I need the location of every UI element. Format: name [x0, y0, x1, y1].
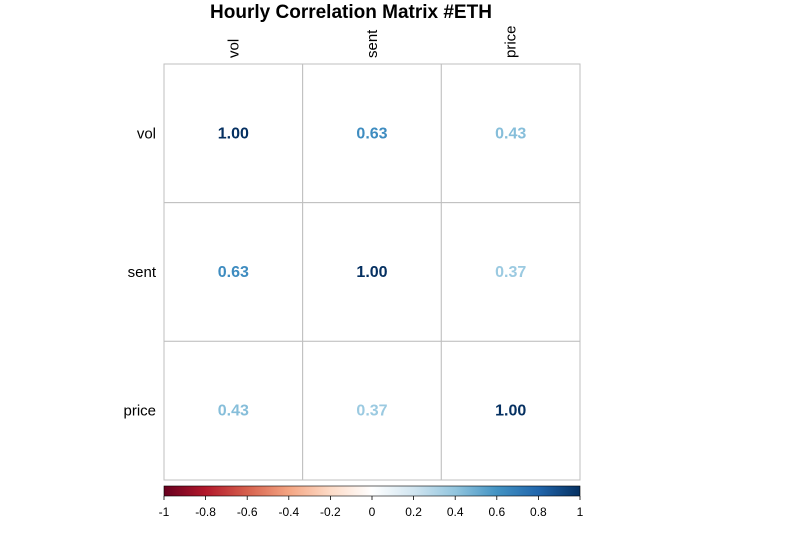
column-label: price [503, 25, 520, 58]
axis-labels: vol sent price vol sent price [123, 25, 519, 419]
matrix-cell [440, 63, 581, 204]
colorbar-tick-label: 0.6 [488, 505, 505, 519]
chart-title: Hourly Correlation Matrix #ETH [210, 2, 492, 23]
matrix-cell [440, 202, 581, 342]
cell-value-label: 1.00 [356, 264, 387, 281]
colorbar-tick-label: 1 [577, 505, 584, 519]
colorbar-tick-label: -1 [159, 505, 170, 519]
matrix-cell [440, 340, 581, 481]
matrix-cell [302, 63, 442, 204]
cell-value-label: 0.43 [218, 403, 249, 420]
cell-value-label: 0.63 [218, 264, 249, 281]
matrix-cell [163, 202, 304, 342]
cell-value-label: 0.37 [356, 403, 387, 420]
row-label: price [123, 403, 156, 420]
column-label: sent [364, 29, 381, 58]
cell-value-label: 0.43 [495, 125, 526, 142]
colorbar: -1 -0.8 -0.6 -0.4 -0.2 0 0.2 0.4 0.6 0.8 1 [159, 485, 584, 519]
colorbar-tick-label: -0.6 [237, 505, 258, 519]
matrix-cell [302, 340, 442, 481]
cell-value-label: 0.37 [495, 264, 526, 281]
row-label: sent [128, 264, 157, 281]
colorbar-tick-label: 0 [369, 505, 376, 519]
colorbar-tick-label: -0.4 [278, 505, 299, 519]
matrix-cell [302, 202, 442, 342]
matrix-cells: 1.00 0.63 0.43 0.63 1.00 0.37 0.43 0.37 1.00 [163, 63, 581, 481]
cell-value-label: 0.63 [356, 125, 387, 142]
colorbar-tick-label: -0.8 [195, 505, 216, 519]
matrix-cell [163, 340, 304, 481]
colorbar-tick-label: 0.4 [447, 505, 464, 519]
matrix-cell [163, 63, 304, 204]
colorbar-tick-label: 0.8 [530, 505, 547, 519]
colorbar-gradient [163, 485, 581, 497]
colorbar-tick-label: -0.2 [320, 505, 341, 519]
column-label: vol [225, 39, 242, 58]
cell-value-label: 1.00 [495, 403, 526, 420]
cell-value-label: 1.00 [218, 125, 249, 142]
colorbar-tick-label: 0.2 [405, 505, 422, 519]
row-label: vol [137, 125, 156, 142]
